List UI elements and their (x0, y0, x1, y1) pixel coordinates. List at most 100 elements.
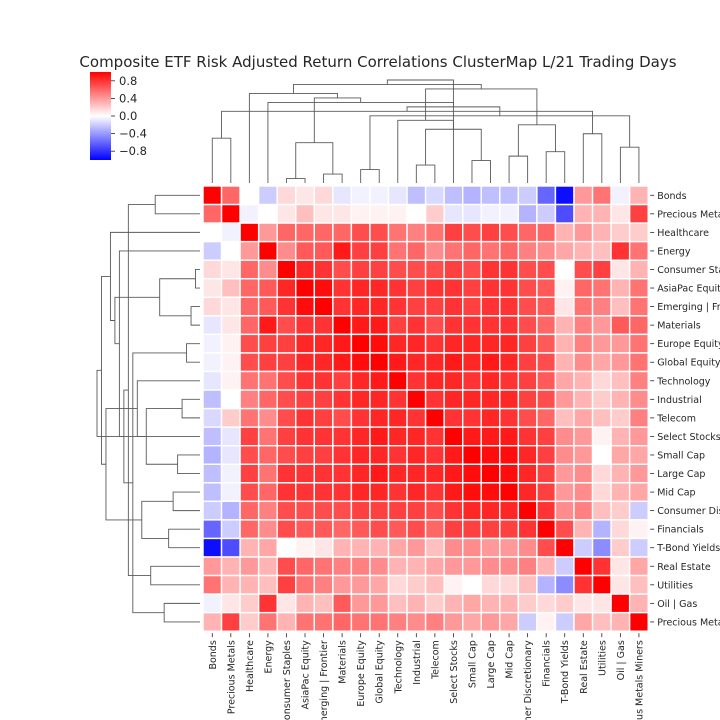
heatmap-cell-utilities-technology (387, 574, 408, 595)
heatmap-cell-emerging-frontier-select-stocks (443, 296, 464, 317)
heatmap-cell-oil-gas-consumer-staples (276, 593, 297, 614)
heatmap-cell-global-equity-consumer-discretionary (517, 352, 538, 373)
heatmap-cell-large-cap-consumer-discretionary (517, 463, 538, 484)
heatmap-cell-consumer-staples-mid-cap (499, 259, 520, 280)
heatmap-cell-mid-cap-global-equity (369, 482, 390, 503)
heatmap-cell-asiapac-equity-technology (387, 278, 408, 298)
heatmap-cell-telecom-precious-metals-miners (628, 407, 649, 428)
heatmap-cell-utilities-bonds (202, 574, 223, 595)
column-dendrogram-link (221, 110, 593, 139)
heatmap-cell-select-stocks-global-equity (369, 426, 390, 447)
heatmap-cell-global-equity-oil-gas (610, 352, 631, 373)
heatmap-cell-bonds-precious-metals-miners (628, 185, 649, 206)
heatmap-cell-t-bond-yields-utilities (591, 537, 612, 558)
heatmap-cell-industrial-mid-cap (499, 389, 520, 410)
heatmap-cell-technology-industrial (406, 370, 427, 391)
column-label-consumer-discretionary: Consumer Discretionary (523, 640, 534, 720)
heatmap-cell-energy-financials (536, 240, 557, 261)
heatmap-cell-emerging-frontier-large-cap (480, 296, 501, 317)
heatmap-cell-technology-consumer-discretionary (517, 370, 538, 391)
heatmap-cell-emerging-frontier-precious-metals-miners (628, 296, 649, 317)
column-dendrogram-link (582, 133, 603, 183)
heatmap-cell-emerging-frontier-oil-gas (610, 296, 631, 317)
heatmap-cell-select-stocks-europe-equity (350, 426, 371, 447)
heatmap-cell-bonds-telecom (424, 185, 445, 206)
heatmap-cell-global-equity-real-estate (573, 352, 594, 373)
heatmap-cell-select-stocks-t-bond-yields (554, 426, 575, 447)
heatmap-cell-bonds-energy (257, 185, 278, 206)
heatmap-cell-t-bond-yields-healthcare (239, 537, 260, 558)
heatmap-cell-healthcare-consumer-staples (276, 222, 297, 243)
heatmap-cell-select-stocks-real-estate (573, 426, 594, 447)
heatmap-cell-t-bond-yields-oil-gas (610, 537, 631, 558)
row-dendrogram-link (163, 602, 200, 623)
heatmap-cell-financials-consumer-discretionary (517, 519, 538, 540)
colorbar-tick-label: 0.4 (119, 91, 137, 105)
row-dendrogram-link (141, 500, 174, 539)
column-dendrogram-link (248, 92, 338, 183)
heatmap-cell-healthcare-real-estate (573, 222, 594, 243)
heatmap-cell-consumer-staples-global-equity (369, 259, 390, 280)
heatmap-cell-bonds-consumer-discretionary (517, 185, 538, 206)
column-label-energy: Energy (263, 640, 274, 674)
heatmap-cell-large-cap-financials (536, 463, 557, 484)
heatmap-cell-consumer-staples-small-cap (462, 259, 482, 280)
heatmap-cell-emerging-frontier-real-estate (573, 296, 594, 317)
heatmap-cell-mid-cap-asiapac-equity (295, 482, 315, 503)
heatmap-cell-real-estate-technology (387, 556, 408, 577)
heatmap-cell-energy-asiapac-equity (295, 240, 315, 261)
heatmap-cell-industrial-telecom (424, 389, 445, 410)
row-dendrogram-link (132, 352, 187, 614)
heatmap-cell-healthcare-healthcare (239, 222, 260, 243)
heatmap-cell-mid-cap-precious-metals-miners (628, 482, 649, 503)
heatmap-cell-asiapac-equity-large-cap (480, 278, 501, 298)
heatmap-cell-t-bond-yields-emerging-frontier (313, 537, 334, 558)
heatmap-cell-precious-metals-oil-gas (610, 203, 631, 224)
heatmap-cell-financials-oil-gas (610, 519, 631, 540)
heatmap-cell-energy-europe-equity (350, 240, 371, 261)
heatmap-cell-utilities-consumer-discretionary (517, 574, 538, 595)
row-label-consumer-discretionary: Consumer Discretionary (657, 506, 720, 517)
heatmap-cell-small-cap-small-cap (462, 445, 482, 465)
heatmap-cell-large-cap-bonds (202, 463, 223, 484)
heatmap-cell-real-estate-oil-gas (610, 556, 631, 577)
heatmap-cell-telecom-energy (257, 407, 278, 428)
heatmap-cell-utilities-materials (332, 574, 353, 595)
heatmap-cell-precious-metals-miners-precious-metals (220, 611, 241, 632)
heatmap-cell-real-estate-precious-metals (220, 556, 241, 577)
heatmap-cell-consumer-staples-precious-metals (220, 259, 241, 280)
heatmap-cell-bonds-oil-gas (610, 185, 631, 206)
heatmap-cell-industrial-bonds (202, 389, 223, 410)
heatmap-cell-europe-equity-consumer-discretionary (517, 333, 538, 354)
heatmap-cell-consumer-staples-precious-metals-miners (628, 259, 649, 280)
colorbar-tick-label: 0.8 (119, 74, 137, 88)
row-dendrogram-link (181, 398, 200, 419)
heatmap-cell-consumer-staples-industrial (406, 259, 427, 280)
row-dendrogram-link (150, 565, 200, 586)
heatmap-cell-technology-energy (257, 370, 278, 391)
heatmap-cell-global-equity-consumer-staples (276, 352, 297, 373)
heatmap-cell-mid-cap-emerging-frontier (313, 482, 334, 503)
heatmap-cell-precious-metals-miners-large-cap (480, 611, 501, 632)
heatmap-cell-industrial-utilities (591, 389, 612, 410)
heatmap-cell-industrial-small-cap (462, 389, 482, 410)
heatmap-cell-oil-gas-t-bond-yields (554, 593, 575, 614)
heatmap-cell-consumer-staples-asiapac-equity (295, 259, 315, 280)
heatmap-cell-consumer-staples-europe-equity (350, 259, 371, 280)
row-label-mid-cap: Mid Cap (657, 488, 695, 499)
heatmap-cell-asiapac-equity-consumer-staples (276, 278, 297, 298)
heatmap-cell-industrial-t-bond-yields (554, 389, 575, 410)
heatmap-cell-precious-metals-bonds (202, 203, 223, 224)
heatmap-cell-bonds-utilities (591, 185, 612, 206)
heatmap-cell-oil-gas-energy (257, 593, 278, 614)
heatmap-cell-consumer-staples-select-stocks (443, 259, 464, 280)
heatmap-cell-precious-metals-technology (387, 203, 408, 224)
heatmap-cell-precious-metals-miners-oil-gas (610, 611, 631, 632)
heatmap-cell-consumer-discretionary-mid-cap (499, 500, 520, 521)
heatmap-cell-technology-global-equity (369, 370, 390, 391)
heatmap-cell-consumer-discretionary-t-bond-yields (554, 500, 575, 521)
heatmap-cell-small-cap-precious-metals-miners (628, 445, 649, 465)
heatmap-cell-oil-gas-oil-gas (610, 593, 631, 614)
heatmap-cell-emerging-frontier-industrial (406, 296, 427, 317)
column-dendrogram-link (313, 97, 362, 143)
